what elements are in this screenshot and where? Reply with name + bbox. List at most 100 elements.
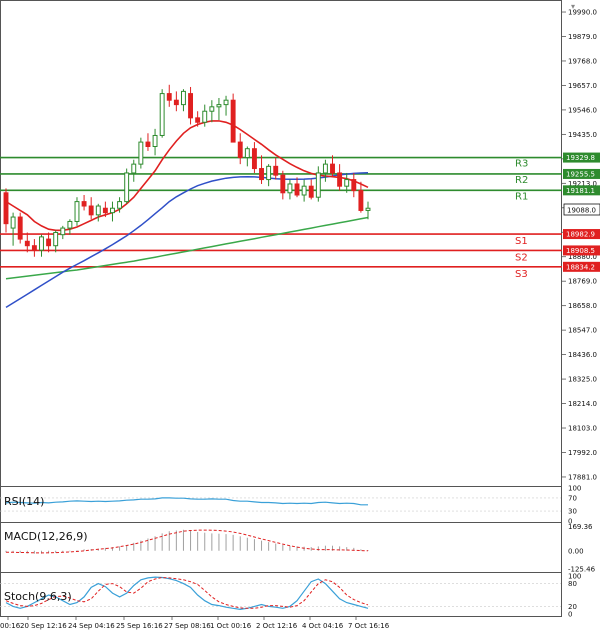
candle-body — [294, 183, 300, 196]
current-price-label: 19088.0 — [567, 207, 596, 215]
time-tick-label: 20 Sep 12:16 — [20, 622, 67, 630]
candle-body — [266, 165, 272, 181]
sma-slow-line — [5, 216, 369, 280]
current-price-badge — [563, 203, 600, 216]
rsi-tick-label: 100 — [568, 485, 581, 493]
candle-body — [344, 179, 350, 187]
candle-body — [110, 207, 115, 214]
rsi-title: RSI(14) — [4, 495, 44, 508]
rsi-tick-label: 30 — [568, 508, 577, 516]
price-tick-label: 17992.0 — [568, 449, 597, 457]
rsi-tick-label: 0 — [568, 518, 572, 526]
candle-body — [301, 185, 307, 196]
candle-body — [10, 216, 16, 229]
time-tick-label: 25 Sep 16:16 — [116, 622, 163, 630]
candle-body — [315, 172, 321, 198]
candle-body — [24, 240, 30, 247]
time-tick-label: 4 Oct 04:16 — [302, 622, 344, 630]
level-price-badge — [563, 185, 600, 196]
candle-body — [202, 110, 208, 123]
level-price-label: 19181.1 — [566, 187, 595, 195]
stoch-tick-label: 80 — [568, 580, 577, 588]
candle-body — [223, 99, 229, 106]
stoch-tick-label: 0 — [568, 611, 572, 619]
candle-body — [31, 245, 37, 251]
price-tick-label: 18103.0 — [568, 425, 597, 433]
price-tick-label: 18214.0 — [568, 400, 597, 408]
level-price-label: 18834.2 — [566, 263, 595, 271]
main-panel — [0, 0, 562, 487]
candle-body — [74, 201, 80, 222]
candle-body — [337, 172, 343, 187]
candle-body — [358, 190, 364, 211]
candle-body — [145, 141, 151, 148]
candle-body — [259, 168, 264, 181]
candle-body — [138, 141, 144, 165]
rsi-panel — [0, 486, 562, 523]
candle-body — [308, 185, 314, 198]
macd-panel — [0, 522, 562, 573]
scroll-arrow-icon[interactable]: ▾ — [571, 2, 575, 11]
stoch-k-line — [5, 576, 369, 611]
level-name-r3: R3 — [515, 159, 528, 170]
candle-body — [152, 134, 158, 148]
candle-body — [280, 174, 286, 194]
candle-body — [3, 192, 9, 225]
time-tick-label: 1 Oct 00:16 — [210, 622, 252, 630]
macd-signal-line — [5, 529, 369, 554]
candle-body — [351, 179, 357, 192]
candle-body — [237, 141, 243, 159]
price-tick-label: 18880.0 — [568, 253, 597, 261]
macd-tick-label: 169.36 — [568, 523, 593, 531]
candle-body — [117, 201, 123, 209]
stoch-panel — [0, 572, 562, 617]
stoch-tick-label: 100 — [568, 573, 581, 581]
level-price-label: 18982.9 — [566, 231, 595, 239]
candle-body — [216, 104, 222, 108]
price-tick-label: 19546.0 — [568, 106, 597, 114]
level-price-badge — [563, 245, 600, 256]
time-tick-label: 24 Sep 04:16 — [68, 622, 115, 630]
candle-body — [273, 165, 279, 176]
macd-tick-label: -125.46 — [568, 565, 596, 573]
time-tick-label: 27 Sep 08:16 — [164, 622, 211, 630]
candle-body — [81, 201, 87, 207]
price-tick-label: 18658.0 — [568, 302, 597, 310]
stoch-tick-label: 20 — [568, 603, 577, 611]
price-tick-label: 17881.0 — [568, 473, 597, 481]
sma-fast-line — [5, 120, 369, 232]
candle-body — [209, 106, 215, 112]
level-name-r2: R2 — [515, 175, 528, 186]
candle-body — [67, 220, 73, 229]
candle-body — [244, 148, 250, 159]
candle-body — [88, 205, 94, 216]
stoch-title: Stoch(9,6,3) — [4, 590, 72, 603]
candle-body — [159, 93, 165, 136]
level-price-label: 19255.5 — [566, 170, 595, 178]
macd-title: MACD(12,26,9) — [4, 530, 88, 543]
price-tick-label: 19768.0 — [568, 57, 597, 65]
candle-body — [166, 93, 172, 101]
level-name-s2: S2 — [515, 252, 528, 263]
candle-body — [60, 227, 66, 236]
price-tick-label: 18547.0 — [568, 327, 597, 335]
level-price-badge — [563, 168, 600, 179]
stoch-d-line — [5, 576, 369, 609]
price-tick-label: 19435.0 — [568, 131, 597, 139]
candle-body — [17, 216, 23, 240]
candle-body — [95, 205, 101, 216]
candle-body — [330, 163, 335, 174]
level-price-badge — [563, 152, 600, 163]
candle-body — [131, 163, 137, 174]
sma-mid-line — [5, 171, 369, 309]
time-tick-label: 00:16 — [0, 622, 21, 630]
price-tick-label: 18325.0 — [568, 376, 597, 384]
candle-body — [173, 99, 179, 106]
level-price-label: 18908.5 — [566, 247, 595, 255]
price-tick-label: 19213.0 — [568, 180, 597, 188]
level-price-badge — [563, 229, 600, 240]
candle-body — [188, 93, 194, 119]
price-tick-label: 18436.0 — [568, 351, 597, 359]
level-name-r1: R1 — [515, 191, 528, 202]
